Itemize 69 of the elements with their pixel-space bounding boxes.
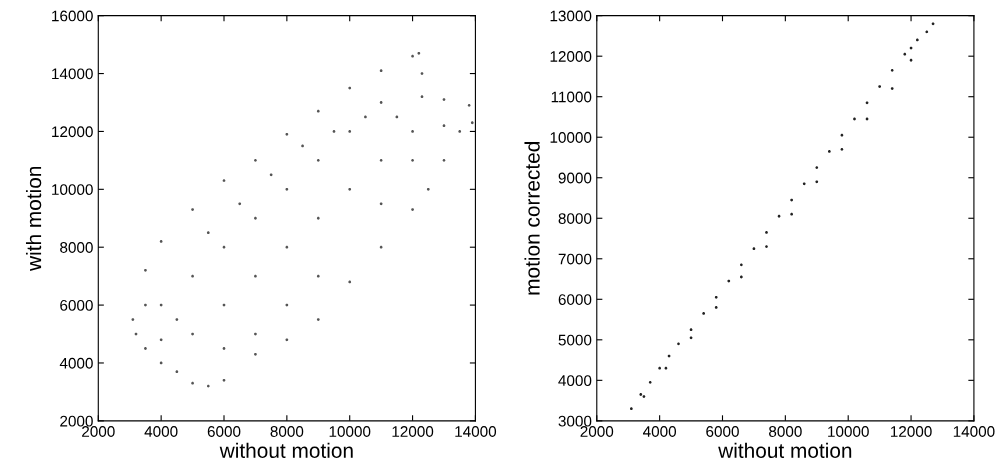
y-tick-label: 5000: [558, 334, 592, 346]
x-tick-label: 6000: [207, 426, 241, 437]
point: [677, 342, 680, 346]
x-tick-label: 10000: [828, 426, 869, 437]
y-axis-title: with motion: [25, 166, 42, 271]
point: [878, 85, 882, 88]
point: [689, 336, 693, 340]
y-tick-label: 12000: [550, 51, 592, 62]
point: [752, 247, 756, 251]
point: [765, 231, 768, 234]
point: [890, 87, 894, 90]
point: [765, 245, 768, 249]
x-axis-title: without motion: [718, 442, 852, 459]
point: [802, 182, 806, 186]
y-tick-label: 14000: [52, 68, 93, 80]
x-tick-label: 8000: [270, 426, 304, 437]
point: [815, 166, 819, 169]
x-tick-label: 14000: [953, 426, 995, 437]
y-tick-label: 13000: [550, 10, 592, 22]
x-tick-label: 14000: [455, 426, 497, 437]
point: [658, 366, 662, 370]
point: [714, 306, 718, 309]
x-axis-title: without motion: [219, 442, 353, 459]
y-tick-label: 8000: [558, 213, 592, 224]
x-tick-label: 10000: [329, 426, 371, 437]
y-tick-label: 6000: [60, 299, 93, 311]
point: [642, 395, 646, 398]
y-tick-label: 10000: [52, 184, 93, 196]
point: [702, 312, 706, 315]
point: [739, 275, 743, 279]
y-tick-label: 16000: [52, 10, 93, 22]
y-tick-label: 12000: [52, 126, 93, 138]
x-tick-label: 2000: [580, 426, 614, 437]
x-tick-label: 6000: [706, 426, 739, 437]
y-tick-label: 10000: [550, 132, 592, 143]
point: [931, 22, 935, 26]
x-tick-label: 8000: [769, 426, 802, 437]
y-tick-label: 6000: [558, 294, 592, 305]
x-tick-label: 4000: [643, 426, 677, 437]
x-tick-label: 12000: [890, 426, 932, 437]
point: [840, 147, 844, 151]
x-tick-label: 4000: [144, 426, 178, 437]
point: [727, 279, 731, 283]
x-tick-label: 12000: [392, 426, 434, 437]
point: [865, 101, 869, 105]
point: [815, 180, 819, 184]
y-tick-label: 2000: [60, 415, 93, 427]
y-tick-label: 9000: [558, 172, 592, 184]
x-tick-label: 2000: [82, 426, 115, 437]
y-axis-title: motion corrected: [524, 142, 540, 295]
y-tick-label: 3000: [558, 415, 592, 427]
point: [639, 393, 643, 396]
point: [790, 212, 794, 216]
point: [915, 38, 919, 42]
point: [790, 198, 794, 202]
y-tick-label: 8000: [60, 242, 93, 253]
point: [890, 68, 894, 72]
y-tick-label: 11000: [551, 91, 592, 103]
point: [853, 117, 856, 121]
y-tick-label: 4000: [59, 357, 93, 369]
y-tick-label: 7000: [558, 253, 592, 265]
point: [648, 380, 652, 384]
point: [739, 263, 743, 267]
point: [714, 295, 718, 299]
point: [629, 407, 633, 411]
y-tick-label: 4000: [558, 375, 592, 387]
point: [909, 58, 913, 62]
point: [689, 328, 693, 332]
point: [827, 150, 831, 153]
